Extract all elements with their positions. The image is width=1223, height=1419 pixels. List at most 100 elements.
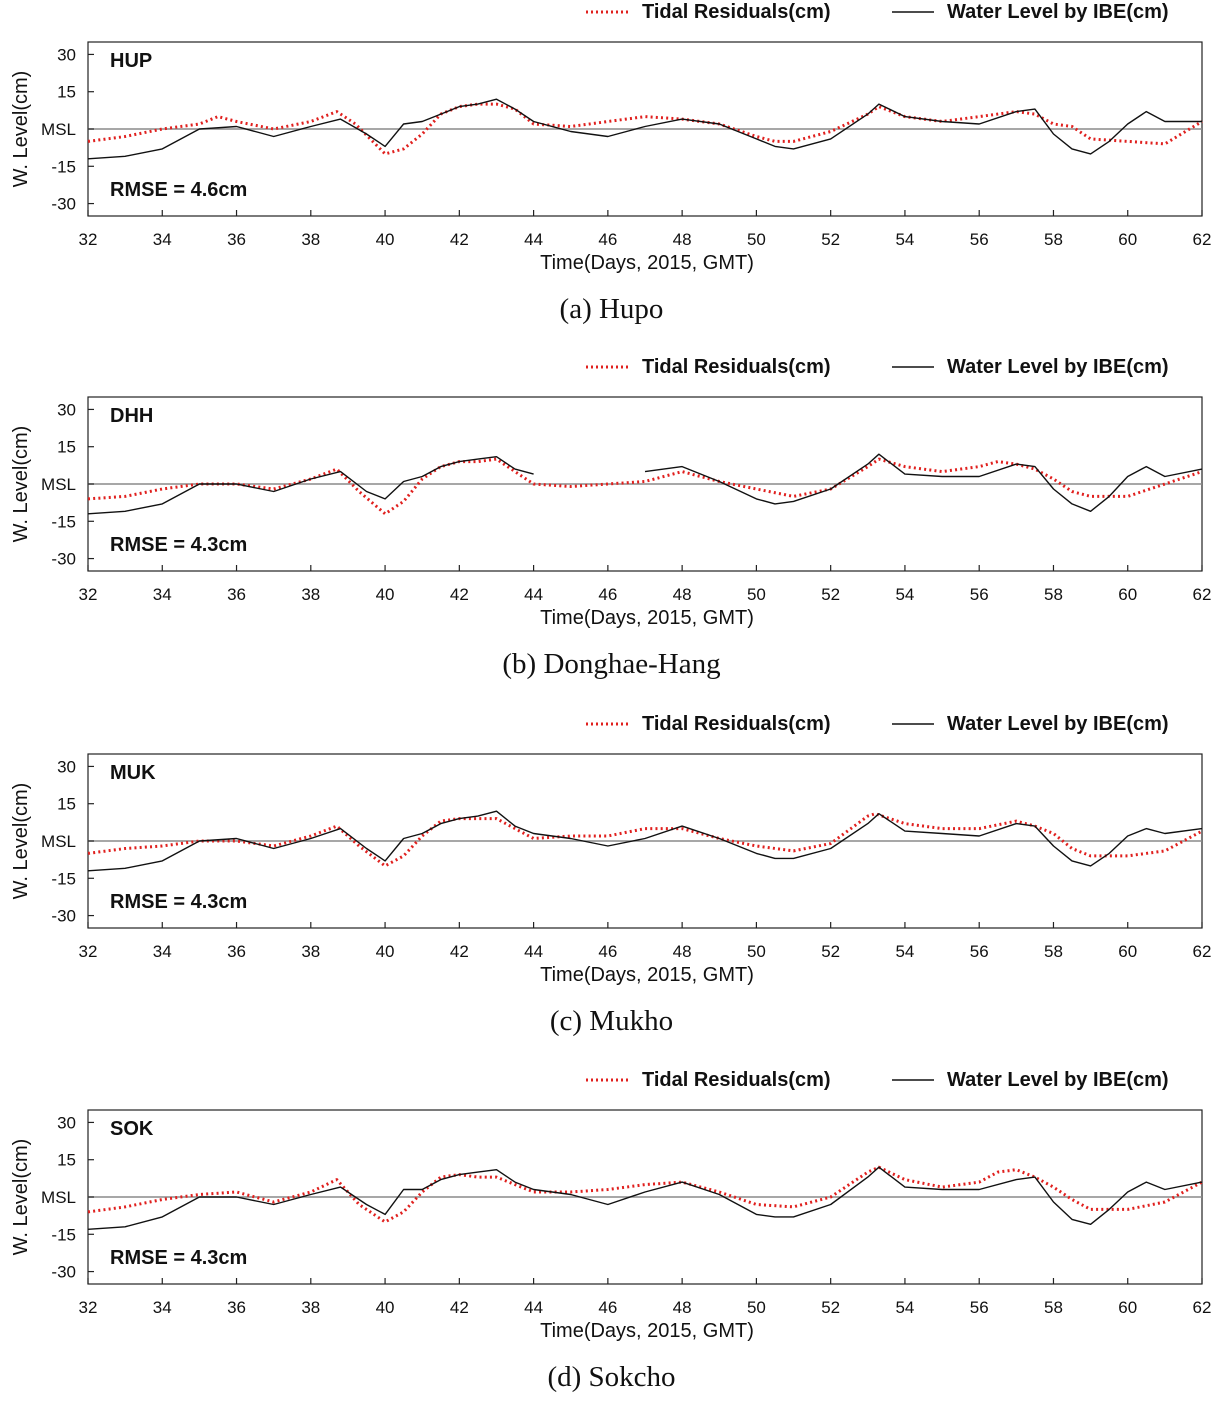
rmse-label: RMSE = 4.6cm	[110, 179, 247, 201]
x-tick-label: 42	[450, 1298, 469, 1317]
series-line-water-level-ibe	[87, 810, 1203, 872]
x-tick-label: 38	[301, 1298, 320, 1317]
x-tick-label: 62	[1193, 585, 1212, 604]
legend-label-water-level-ibe: Water Level by IBE(cm)	[947, 1069, 1169, 1091]
station-code: SOK	[110, 1118, 154, 1140]
x-tick-label: 40	[376, 1298, 395, 1317]
series-line-tidal-residuals	[87, 102, 1203, 156]
x-tick-label: 32	[79, 585, 98, 604]
x-tick-label: 42	[450, 585, 469, 604]
x-tick-label: 58	[1044, 585, 1063, 604]
x-tick-label: 42	[450, 942, 469, 961]
x-tick-label: 48	[673, 942, 692, 961]
x-tick-label: 36	[227, 1298, 246, 1317]
x-tick-label: 46	[598, 585, 617, 604]
series-line-water-level-ibe	[87, 98, 1202, 160]
x-tick-label: 52	[821, 942, 840, 961]
x-axis-title: Time(Days, 2015, GMT)	[540, 607, 754, 629]
x-tick-label: 44	[524, 942, 543, 961]
x-tick-label: 32	[79, 942, 98, 961]
x-tick-label: 52	[821, 585, 840, 604]
x-tick-label: 54	[895, 585, 914, 604]
chart-svg: Tidal Residuals(cm) Water Level by IBE(cm…	[10, 356, 1212, 629]
y-tick-label: -30	[51, 1263, 76, 1282]
legend-label-water-level-ibe: Water Level by IBE(cm)	[947, 1, 1169, 23]
figure-caption: (c) Mukho	[549, 1005, 674, 1037]
x-axis-title: Time(Days, 2015, GMT)	[540, 252, 754, 274]
x-tick-label: 50	[747, 585, 766, 604]
figure-caption: (b) Donghae-Hang	[502, 648, 721, 680]
x-tick-label: 40	[376, 585, 395, 604]
y-axis-title: W. Level(cm)	[10, 1139, 32, 1256]
y-tick-label: 30	[57, 1113, 76, 1132]
x-tick-label: 58	[1044, 942, 1063, 961]
legend-label-water-level-ibe: Water Level by IBE(cm)	[947, 356, 1169, 378]
chart-svg: Tidal Residuals(cm) Water Level by IBE(cm…	[10, 713, 1212, 986]
legend-label-water-level-ibe: Water Level by IBE(cm)	[947, 713, 1169, 735]
figure-caption: (a) Hupo	[559, 293, 664, 325]
chart-panel-dhh: Tidal Residuals(cm) Water Level by IBE(cm…	[0, 355, 1223, 706]
station-code: DHH	[110, 405, 153, 427]
x-tick-label: 56	[970, 230, 989, 249]
series-line-water-level-ibe	[644, 453, 1203, 513]
rmse-label: RMSE = 4.3cm	[110, 891, 247, 913]
x-tick-label: 32	[79, 1298, 98, 1317]
x-tick-label: 62	[1193, 230, 1212, 249]
y-axis-title: W. Level(cm)	[10, 71, 32, 188]
x-tick-label: 46	[598, 942, 617, 961]
y-tick-label: 15	[57, 795, 76, 814]
x-tick-label: 42	[450, 230, 469, 249]
x-tick-label: 46	[598, 1298, 617, 1317]
x-tick-label: 36	[227, 230, 246, 249]
x-tick-label: 38	[301, 942, 320, 961]
x-tick-label: 50	[747, 230, 766, 249]
station-code: MUK	[110, 762, 156, 784]
x-tick-label: 34	[153, 585, 172, 604]
legend-label-tidal-residuals: Tidal Residuals(cm)	[642, 356, 831, 378]
x-tick-label: 60	[1118, 230, 1137, 249]
x-tick-label: 58	[1044, 1298, 1063, 1317]
legend-label-tidal-residuals: Tidal Residuals(cm)	[642, 1069, 831, 1091]
x-tick-label: 54	[895, 942, 914, 961]
x-tick-label: 54	[895, 1298, 914, 1317]
y-tick-label: 15	[57, 1151, 76, 1170]
rmse-label: RMSE = 4.3cm	[110, 1247, 247, 1269]
y-tick-label: -30	[51, 907, 76, 926]
y-tick-label: 30	[57, 45, 76, 64]
x-axis-title: Time(Days, 2015, GMT)	[540, 1320, 754, 1342]
chart-panel-muk: Tidal Residuals(cm) Water Level by IBE(cm…	[0, 712, 1223, 1063]
x-axis-title: Time(Days, 2015, GMT)	[540, 964, 754, 986]
series-line-tidal-residuals	[87, 812, 1203, 868]
x-tick-label: 38	[301, 230, 320, 249]
y-tick-label: -15	[51, 157, 76, 176]
series-line-water-level-ibe	[87, 455, 534, 515]
x-tick-label: 48	[673, 1298, 692, 1317]
x-tick-label: 36	[227, 942, 246, 961]
x-tick-label: 62	[1193, 942, 1212, 961]
y-tick-label: -15	[51, 1225, 76, 1244]
rmse-label: RMSE = 4.3cm	[110, 534, 247, 556]
x-tick-label: 52	[821, 1298, 840, 1317]
x-tick-label: 48	[673, 230, 692, 249]
legend-label-tidal-residuals: Tidal Residuals(cm)	[642, 713, 831, 735]
x-tick-label: 46	[598, 230, 617, 249]
chart-panel-hup: Tidal Residuals(cm) Water Level by IBE(cm…	[0, 0, 1223, 351]
x-tick-label: 44	[524, 230, 543, 249]
x-tick-label: 44	[524, 1298, 543, 1317]
legend-label-tidal-residuals: Tidal Residuals(cm)	[642, 1, 831, 23]
station-code: HUP	[110, 50, 152, 72]
x-tick-label: 54	[895, 230, 914, 249]
y-tick-label: MSL	[41, 120, 76, 139]
figure-caption: (d) Sokcho	[547, 1361, 676, 1393]
x-tick-label: 34	[153, 230, 172, 249]
y-tick-label: 15	[57, 438, 76, 457]
chart-svg: Tidal Residuals(cm) Water Level by IBE(cm…	[10, 1069, 1211, 1342]
y-tick-label: 15	[57, 83, 76, 102]
x-tick-label: 34	[153, 1298, 172, 1317]
y-tick-label: 30	[57, 400, 76, 419]
x-tick-label: 60	[1118, 942, 1137, 961]
y-tick-label: -30	[51, 195, 76, 214]
x-tick-label: 48	[673, 585, 692, 604]
y-tick-label: MSL	[41, 475, 76, 494]
x-tick-label: 52	[821, 230, 840, 249]
